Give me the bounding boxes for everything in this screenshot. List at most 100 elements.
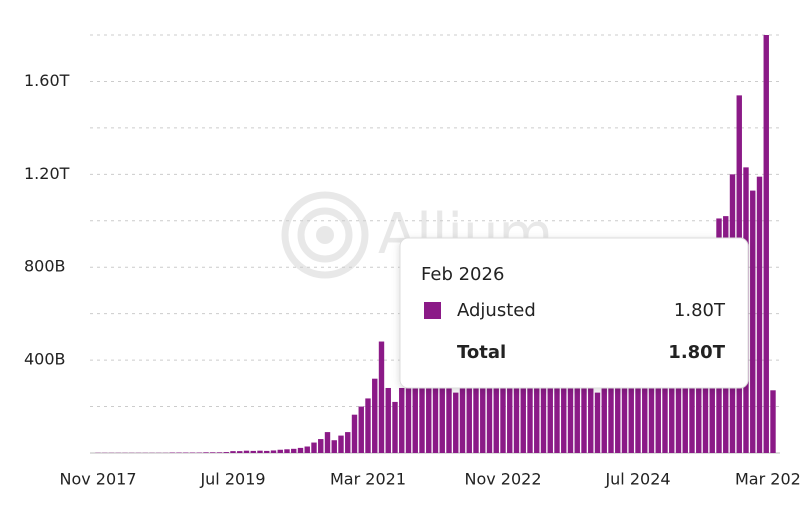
bar <box>588 381 594 453</box>
bar <box>345 432 351 453</box>
bar <box>351 414 358 453</box>
bar <box>459 383 466 453</box>
bar <box>689 348 695 453</box>
watermark-logo <box>316 226 334 244</box>
bar <box>635 378 641 453</box>
bar <box>210 452 216 453</box>
bar <box>486 383 493 453</box>
bar <box>540 383 547 453</box>
bar <box>270 450 277 453</box>
bar <box>264 450 270 453</box>
bar <box>513 376 520 453</box>
bar <box>230 451 236 453</box>
bar <box>621 369 628 453</box>
bar <box>277 449 283 453</box>
bar <box>702 332 709 453</box>
bar <box>432 385 439 453</box>
bar <box>372 378 378 453</box>
tooltip-box <box>399 237 749 389</box>
bar <box>601 383 607 453</box>
bar <box>446 381 452 453</box>
bar <box>507 378 513 453</box>
bar <box>399 387 405 453</box>
bar <box>358 406 364 453</box>
bar <box>338 435 344 453</box>
bar <box>365 398 371 453</box>
bar <box>392 401 398 453</box>
bar <box>763 35 769 453</box>
bar <box>473 374 479 453</box>
tooltip-title: Feb 2026 <box>421 264 504 285</box>
bar <box>662 369 668 453</box>
bar <box>581 383 587 453</box>
bar <box>237 451 243 453</box>
bar <box>655 367 661 453</box>
bar <box>216 452 223 453</box>
tooltip-total: 1.80T <box>668 342 725 363</box>
bar <box>574 378 580 453</box>
x-tick-label: Jul 2019 <box>199 470 265 489</box>
bar <box>318 439 324 453</box>
y-tick-label: 800B <box>24 257 66 276</box>
bar <box>756 176 763 453</box>
bar <box>561 376 567 453</box>
bar <box>311 442 317 453</box>
tooltip-total-name: Total <box>457 342 506 363</box>
bar <box>594 392 601 453</box>
x-tick-label: Nov 2017 <box>59 470 136 489</box>
bar <box>642 374 648 453</box>
bar <box>534 378 540 453</box>
bar <box>453 392 459 453</box>
x-tick-label: Mar 2026 <box>735 470 800 489</box>
y-tick-label: 1.20T <box>24 164 70 183</box>
bar <box>696 341 702 453</box>
bar <box>324 432 331 453</box>
bar <box>527 381 533 453</box>
bar <box>378 341 385 453</box>
bar <box>567 371 574 453</box>
tooltip: Feb 2026 Adjusted 1.80T Total 1.80T <box>399 237 749 389</box>
bar <box>297 447 304 453</box>
bar <box>419 381 425 453</box>
bar <box>750 190 756 454</box>
bar <box>304 446 310 453</box>
bar <box>412 378 418 453</box>
tooltip-series: Adjusted <box>457 300 536 321</box>
bar <box>547 385 553 453</box>
bar <box>243 450 250 453</box>
bar <box>675 360 682 453</box>
bar <box>500 381 506 453</box>
x-tick-label: Mar 2021 <box>330 470 406 489</box>
bar <box>405 383 412 453</box>
x-tick-label: Nov 2022 <box>464 470 541 489</box>
y-tick-label: 1.60T <box>24 71 70 90</box>
bar <box>648 371 655 453</box>
bar <box>284 449 290 453</box>
bar <box>257 450 263 453</box>
bar <box>554 381 560 453</box>
tooltip-value: 1.80T <box>674 300 726 321</box>
bar <box>291 448 297 453</box>
bar <box>493 385 499 453</box>
bar <box>223 452 229 453</box>
x-tick-label: Jul 2024 <box>604 470 670 489</box>
bar <box>480 381 486 453</box>
bar <box>628 376 634 453</box>
bar <box>203 452 209 453</box>
bar <box>682 355 688 453</box>
bar <box>608 378 614 453</box>
bar <box>331 440 337 453</box>
bar <box>466 378 472 453</box>
watermark-logo <box>281 191 369 279</box>
bar <box>250 450 256 453</box>
bar <box>669 364 675 453</box>
bar <box>426 376 432 453</box>
bar <box>770 390 776 453</box>
bar <box>615 374 621 453</box>
y-tick-label: 400B <box>24 350 66 369</box>
tooltip-swatch <box>424 302 441 319</box>
bar <box>385 387 391 453</box>
bar <box>520 383 526 453</box>
bar <box>439 383 445 453</box>
